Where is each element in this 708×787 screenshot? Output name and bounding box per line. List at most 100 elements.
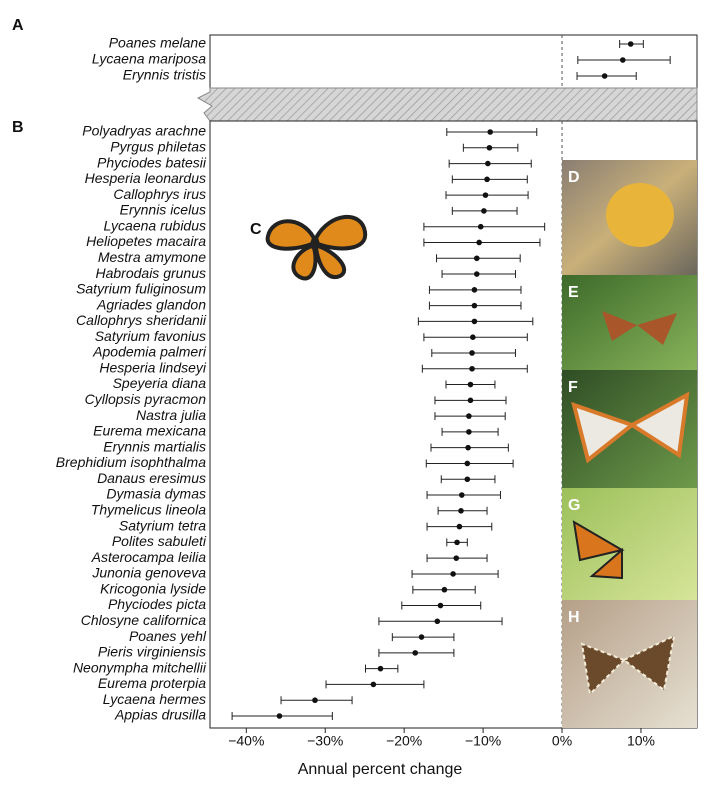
point-estimate	[418, 634, 425, 640]
point-estimate	[469, 365, 475, 372]
point-estimate	[620, 57, 626, 63]
photo-label: G	[568, 497, 580, 514]
point-estimate	[476, 239, 482, 246]
point-estimate	[276, 713, 283, 719]
point-estimate	[471, 287, 478, 293]
species-label: Brephidium isophthalma	[56, 454, 206, 470]
x-tick-label: 10%	[627, 733, 655, 749]
x-tick-label: −10%	[465, 733, 501, 749]
photo-butterfly	[580, 634, 676, 697]
species-label: Nastra julia	[136, 407, 206, 423]
point-estimate	[473, 255, 480, 262]
species-label: Hesperia lindseyi	[99, 359, 206, 375]
species-label: Satyrium fuliginosum	[76, 281, 206, 297]
photo-butterfly	[571, 391, 690, 464]
species-label: Appias drusilla	[114, 707, 206, 723]
species-label: Chlosyne californica	[81, 612, 206, 628]
species-label: Poanes melane	[109, 35, 207, 51]
point-estimate	[441, 586, 448, 593]
species-label: Hesperia leonardus	[85, 170, 206, 186]
confidence-interval	[378, 617, 503, 626]
point-estimate	[481, 208, 487, 214]
species-label: Cyllopsis pyracmon	[85, 391, 207, 407]
point-estimate	[471, 318, 478, 325]
species-label: Dymasia dymas	[106, 486, 206, 502]
species-label: Kricogonia lyside	[100, 580, 206, 596]
point-estimate	[465, 444, 471, 451]
photo-label: H	[568, 609, 580, 626]
axis-break	[196, 87, 698, 122]
species-label: Satyrium tetra	[119, 517, 206, 533]
point-estimate	[467, 381, 474, 388]
species-label: Neonympha mitchellii	[73, 659, 207, 675]
point-estimate	[377, 665, 384, 672]
point-estimate	[486, 144, 493, 151]
species-label: Danaus eresimus	[97, 470, 206, 486]
species-label: Mestra amymone	[98, 249, 206, 265]
point-estimate	[434, 618, 441, 625]
species-label: Agriades glandon	[96, 296, 206, 312]
species-label: Junonia genoveva	[91, 565, 206, 581]
point-estimate	[627, 41, 634, 47]
point-estimate	[464, 476, 471, 483]
point-estimate	[458, 508, 464, 514]
point-estimate	[466, 429, 472, 435]
point-estimate	[456, 523, 463, 530]
photo-butterfly	[572, 520, 625, 580]
species-label: Apodemia palmeri	[92, 344, 207, 360]
species-label: Habrodais grunus	[95, 265, 206, 281]
species-label: Callophrys sheridanii	[76, 312, 207, 328]
point-estimate	[450, 571, 456, 577]
point-estimate	[487, 129, 494, 135]
species-label: Satyrium favonius	[95, 328, 206, 344]
panel-label: A	[12, 17, 24, 34]
x-tick-label: −40%	[228, 733, 264, 749]
point-estimate	[482, 192, 489, 198]
point-estimate	[477, 223, 484, 230]
species-label: Poanes yehl	[129, 628, 207, 644]
point-estimate	[469, 350, 475, 356]
species-label: Lycaena rubidus	[104, 217, 206, 233]
species-label: Polyadryas arachne	[82, 123, 206, 139]
point-estimate	[458, 492, 465, 498]
x-tick-label: −20%	[386, 733, 422, 749]
species-label: Callophrys irus	[113, 186, 206, 202]
point-estimate	[370, 681, 377, 688]
species-label: Asterocampa leilia	[91, 549, 207, 565]
species-label: Thymelicus lineola	[91, 502, 206, 518]
point-estimate	[453, 555, 460, 561]
species-label: Lycaena hermes	[103, 691, 206, 707]
species-label: Eurema proterpia	[98, 675, 206, 691]
species-label: Speyeria diana	[113, 375, 207, 391]
point-estimate	[437, 602, 444, 609]
photo-butterfly	[602, 311, 677, 345]
point-estimate	[467, 397, 474, 404]
panel-label: B	[12, 119, 24, 136]
species-label: Pieris virginiensis	[98, 644, 206, 660]
species-label: Heliopetes macaira	[86, 233, 206, 249]
point-estimate	[485, 160, 491, 167]
photo-label: F	[568, 379, 578, 396]
point-estimate	[466, 413, 472, 419]
species-label: Lycaena mariposa	[92, 51, 206, 67]
point-estimate	[471, 302, 478, 309]
species-label: Eurema mexicana	[93, 423, 206, 439]
point-estimate	[312, 697, 318, 704]
confidence-interval	[423, 222, 546, 231]
point-estimate	[464, 460, 471, 467]
point-estimate	[484, 176, 490, 183]
point-estimate	[473, 271, 480, 277]
species-label: Pyrgus philetas	[110, 138, 206, 154]
species-label: Phyciodes picta	[108, 596, 206, 612]
point-estimate	[601, 73, 608, 79]
point-estimate	[412, 650, 419, 656]
x-tick-label: 0%	[552, 733, 572, 749]
species-label: Erynnis icelus	[120, 202, 206, 218]
point-estimate	[470, 334, 476, 340]
photo-butterfly	[606, 183, 674, 247]
species-label: Polites sabuleti	[112, 533, 207, 549]
point-estimate	[454, 539, 460, 546]
species-label: Erynnis tristis	[123, 67, 206, 83]
species-label: Phyciodes batesii	[97, 154, 207, 170]
